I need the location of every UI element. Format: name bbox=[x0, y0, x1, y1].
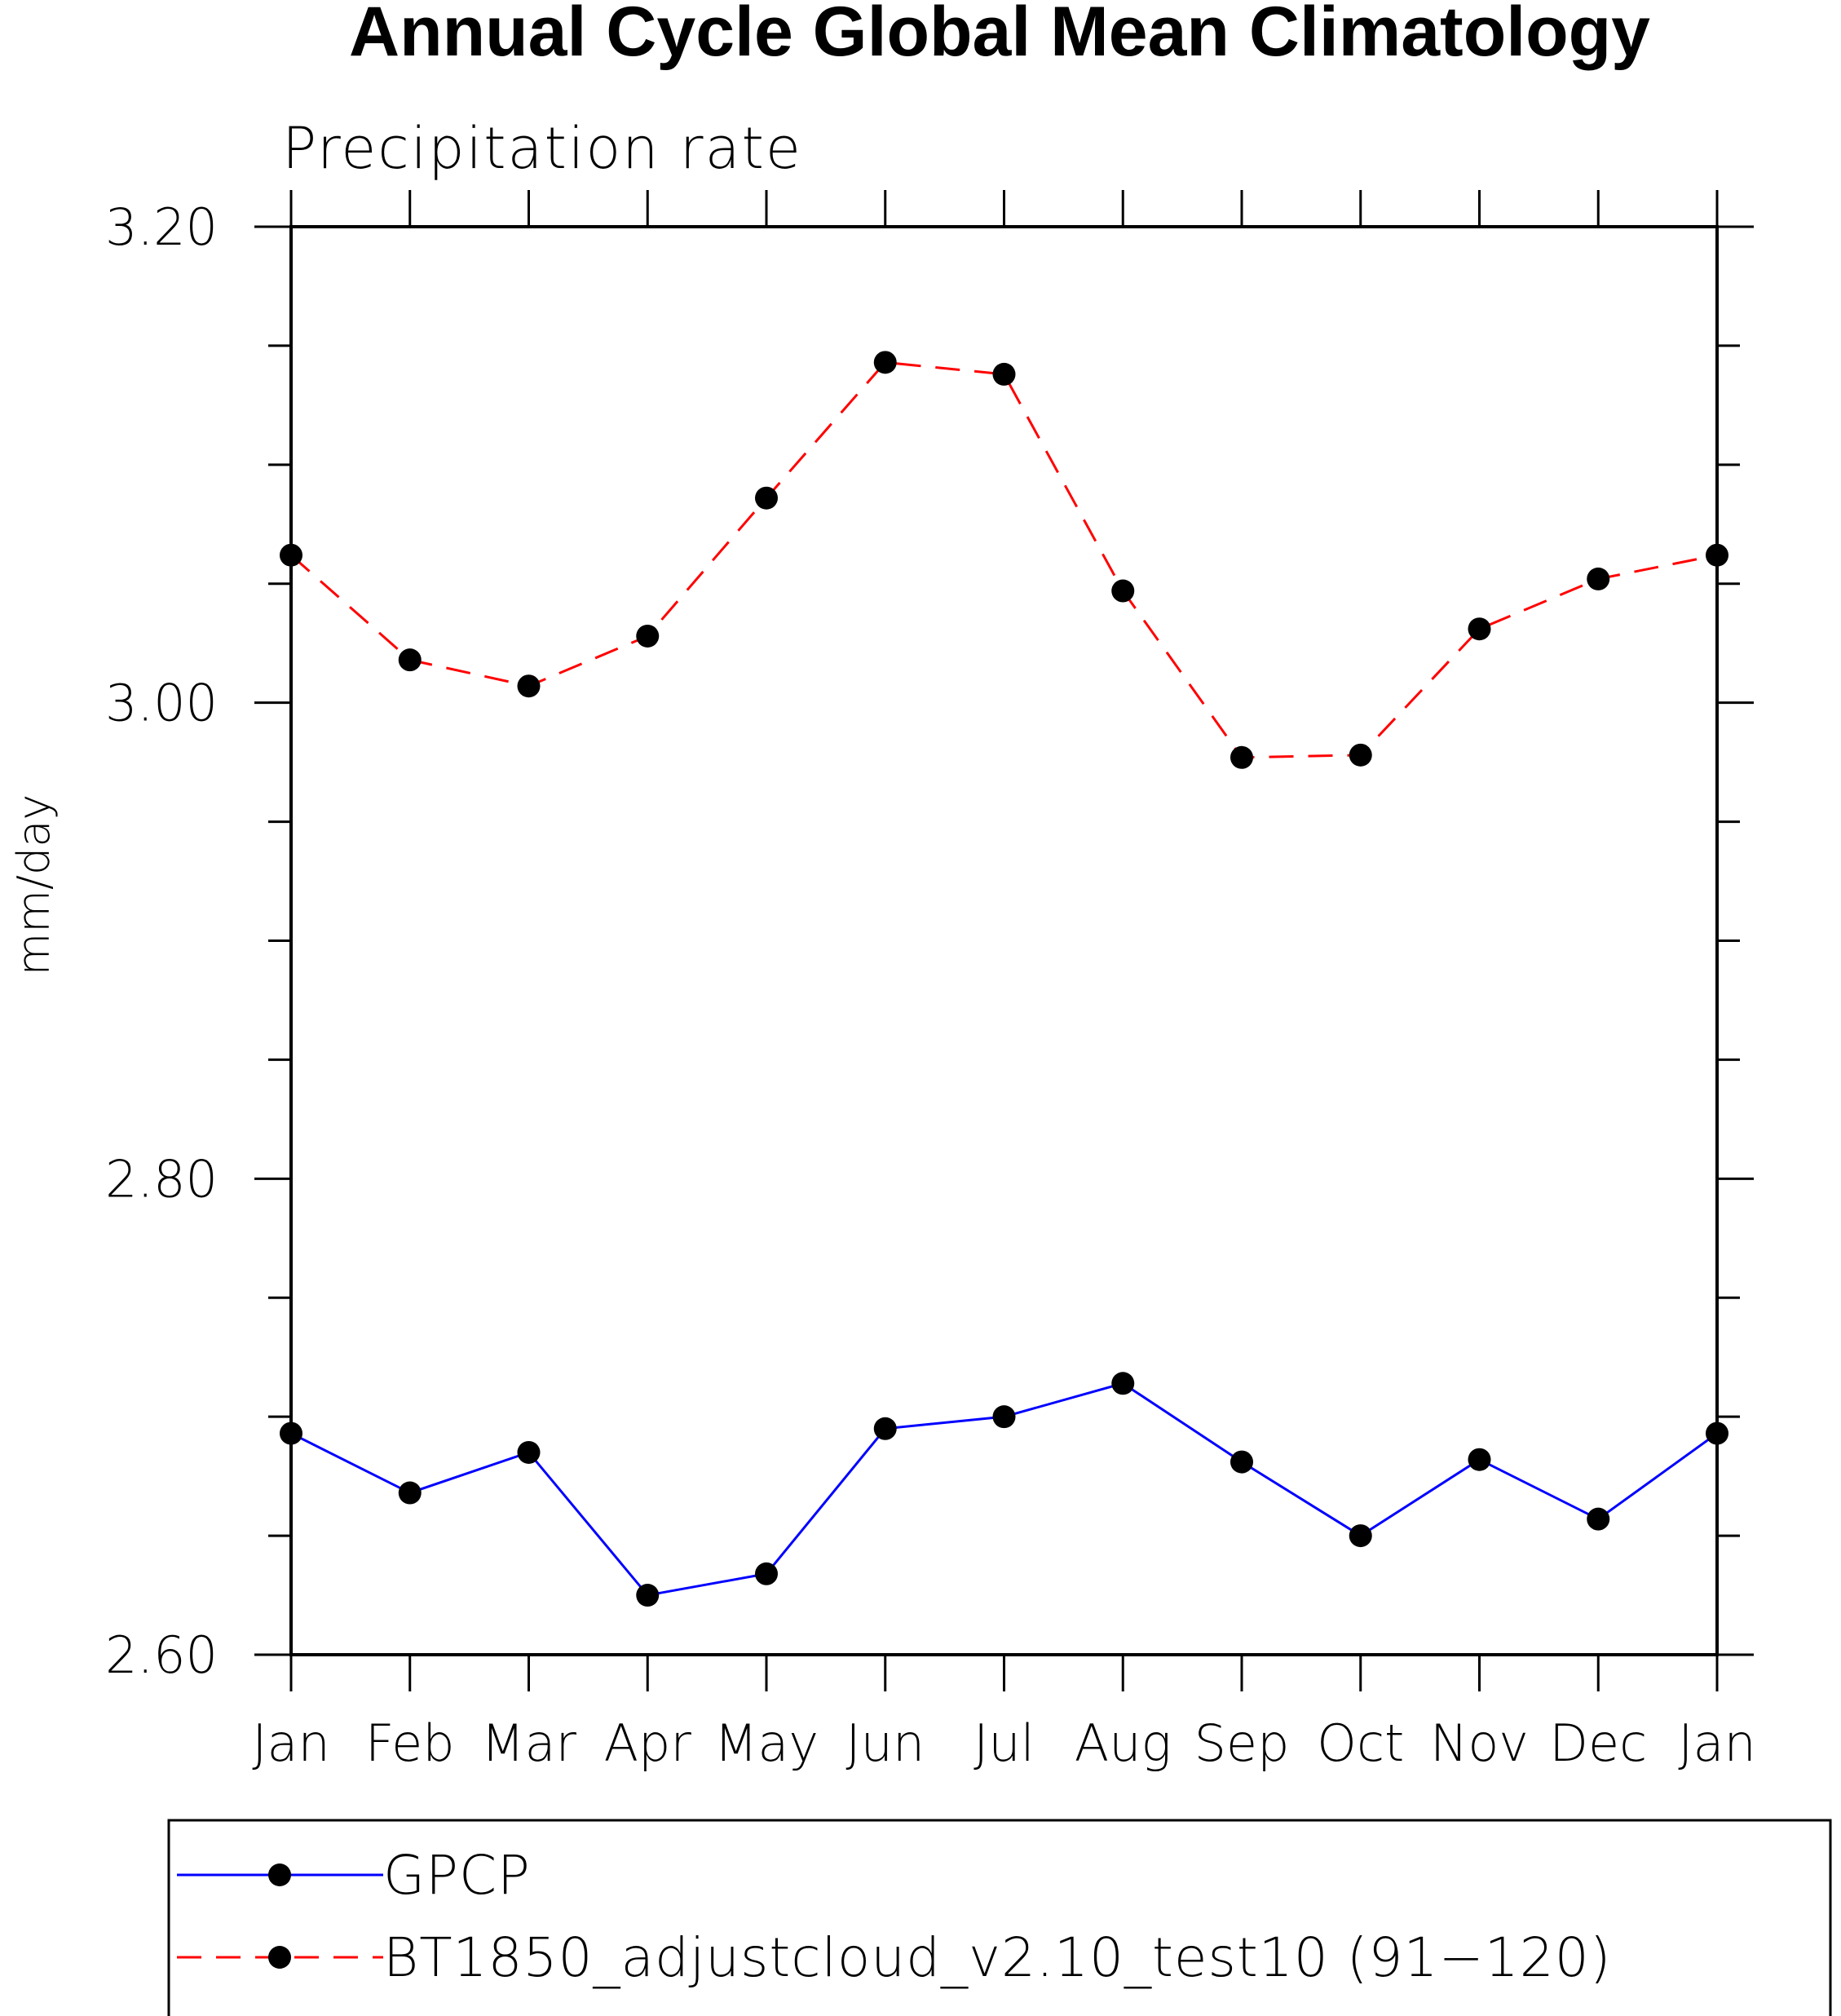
series-line-1 bbox=[290, 360, 1718, 759]
legend: GPCP BT1850_adjustcloud_v2.10_test10 (91… bbox=[167, 1819, 1832, 2016]
data-point-series-1 bbox=[755, 486, 778, 510]
x-tick-label: Jan bbox=[252, 1713, 330, 1773]
chart-title: Annual Cycle Global Mean Climatology bbox=[349, 0, 1650, 71]
x-tick-label: Aug bbox=[1075, 1713, 1172, 1773]
x-tick-label: Nov bbox=[1430, 1713, 1529, 1773]
chart-subtitle: Precipitation rate bbox=[282, 115, 802, 182]
data-point-series-0 bbox=[1587, 1507, 1610, 1531]
plot-frame bbox=[289, 225, 1719, 1656]
legend-box bbox=[167, 1819, 1832, 2016]
data-point-series-0 bbox=[280, 1421, 302, 1445]
data-point-series-1 bbox=[1706, 543, 1728, 567]
data-point-series-0 bbox=[517, 1440, 541, 1464]
legend-swatch-gpcp-marker bbox=[268, 1863, 291, 1886]
y-axis: 2.60 2.80 3.00 3.20 bbox=[105, 197, 1754, 1685]
data-point-series-0 bbox=[636, 1584, 660, 1607]
data-point-series-0 bbox=[873, 1417, 897, 1440]
data-point-series-1 bbox=[1349, 743, 1372, 767]
y-tick-label: 2.80 bbox=[105, 1149, 218, 1209]
data-point-series-1 bbox=[1468, 617, 1491, 641]
data-point-series-0 bbox=[1468, 1448, 1491, 1471]
x-tick-label: Jun bbox=[845, 1713, 925, 1773]
y-tick-label: 2.60 bbox=[105, 1625, 218, 1685]
y-tick-label: 3.20 bbox=[105, 197, 218, 257]
data-point-series-0 bbox=[1230, 1450, 1253, 1474]
data-point-series-0 bbox=[1349, 1524, 1372, 1548]
data-point-series-1 bbox=[992, 362, 1016, 386]
data-point-series-1 bbox=[873, 351, 897, 374]
x-tick-label: Apr bbox=[604, 1713, 692, 1773]
y-tick-label: 3.00 bbox=[105, 674, 218, 733]
data-point-series-1 bbox=[1587, 567, 1610, 590]
x-tick-label: Mar bbox=[481, 1713, 576, 1773]
x-axis: Jan Feb Mar Apr May Jun Jul Aug Sep Oct Nov Dec Jan bbox=[252, 190, 1756, 1773]
x-tick-label: May bbox=[714, 1713, 819, 1773]
x-tick-label: Feb bbox=[365, 1713, 455, 1773]
data-point-series-0 bbox=[992, 1405, 1016, 1429]
plot-border bbox=[289, 225, 1719, 1656]
legend-label-model: BT1850_adjustcloud_v2.10_test10 (91−120) bbox=[383, 1926, 1611, 1989]
series-layer bbox=[280, 351, 1728, 1607]
x-tick-label: Jan bbox=[1678, 1713, 1756, 1773]
legend-label-gpcp: GPCP bbox=[383, 1844, 531, 1907]
data-point-series-0 bbox=[1111, 1372, 1135, 1395]
data-point-series-1 bbox=[280, 543, 302, 567]
data-point-series-1 bbox=[517, 674, 541, 698]
x-tick-label: Jul bbox=[973, 1713, 1035, 1773]
data-point-series-0 bbox=[755, 1562, 778, 1585]
legend-swatch-model-marker bbox=[268, 1946, 291, 1969]
x-tick-label: Dec bbox=[1549, 1713, 1647, 1773]
data-point-series-0 bbox=[1706, 1421, 1728, 1445]
x-tick-label: Oct bbox=[1317, 1713, 1404, 1773]
data-point-series-1 bbox=[636, 624, 660, 648]
data-point-series-1 bbox=[1230, 745, 1253, 769]
x-tick-label: Sep bbox=[1194, 1713, 1290, 1773]
data-point-series-1 bbox=[1111, 579, 1135, 603]
y-axis-label: mm/day bbox=[8, 794, 60, 976]
data-point-series-1 bbox=[398, 648, 422, 672]
data-point-series-0 bbox=[398, 1481, 422, 1505]
